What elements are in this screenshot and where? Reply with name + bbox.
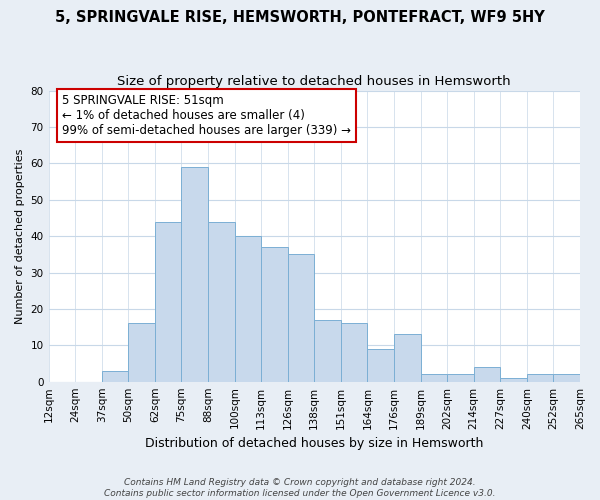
Text: Contains HM Land Registry data © Crown copyright and database right 2024.
Contai: Contains HM Land Registry data © Crown c… <box>104 478 496 498</box>
Bar <box>181 167 208 382</box>
Text: 5, SPRINGVALE RISE, HEMSWORTH, PONTEFRACT, WF9 5HY: 5, SPRINGVALE RISE, HEMSWORTH, PONTEFRAC… <box>55 10 545 25</box>
Y-axis label: Number of detached properties: Number of detached properties <box>15 148 25 324</box>
Text: 5 SPRINGVALE RISE: 51sqm
← 1% of detached houses are smaller (4)
99% of semi-det: 5 SPRINGVALE RISE: 51sqm ← 1% of detache… <box>62 94 351 137</box>
Bar <box>367 349 394 382</box>
Bar <box>474 367 500 382</box>
Bar <box>235 236 261 382</box>
Bar <box>527 374 553 382</box>
Bar <box>394 334 421 382</box>
Bar <box>208 222 235 382</box>
Bar <box>341 324 367 382</box>
Bar <box>314 320 341 382</box>
Bar <box>155 222 181 382</box>
Bar <box>101 371 128 382</box>
Title: Size of property relative to detached houses in Hemsworth: Size of property relative to detached ho… <box>118 75 511 88</box>
Bar <box>287 254 314 382</box>
Bar <box>553 374 580 382</box>
Bar <box>500 378 527 382</box>
X-axis label: Distribution of detached houses by size in Hemsworth: Distribution of detached houses by size … <box>145 437 484 450</box>
Bar <box>261 247 287 382</box>
Bar <box>447 374 474 382</box>
Bar <box>421 374 447 382</box>
Bar <box>128 324 155 382</box>
